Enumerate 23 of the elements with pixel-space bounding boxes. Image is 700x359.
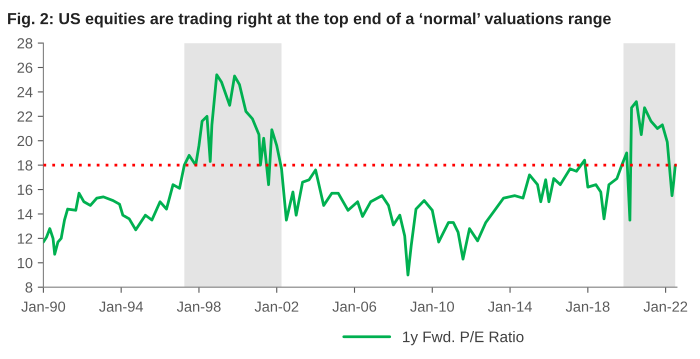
y-tick-label: 16: [18, 184, 32, 195]
y-tick-label: 24: [18, 87, 33, 98]
y-tick-label: 18: [18, 160, 32, 171]
x-tick-label: Jan-94: [99, 301, 144, 312]
x-tick-label: Jan-90: [21, 301, 66, 312]
x-tick-label: Jan-14: [488, 302, 532, 312]
y-tick-label: 26: [18, 62, 32, 73]
chart-title: Fig. 2: US equities are trading right at the top end of a ‘normal’ valuations range: [8, 12, 611, 28]
x-tick-label: Jan-06: [332, 301, 376, 312]
y-tick-label: 20: [18, 136, 32, 146]
y-tick-label: 12: [18, 233, 32, 244]
x-tick-label: Jan-22: [644, 301, 688, 312]
y-tick-label: 8: [26, 282, 32, 293]
x-tick-label: Jan-10: [410, 301, 454, 312]
x-tick-label: Jan-02: [254, 301, 298, 312]
y-tick-label: 10: [18, 258, 32, 268]
y-tick-label: 22: [18, 111, 32, 122]
line-series: [43, 73, 677, 276]
legend-label: 1y Fwd. P/E Ratio: [403, 331, 524, 346]
y-tick-label: 28: [18, 38, 32, 49]
x-tick-label: Jan-18: [566, 301, 610, 312]
y-tick-label: 14: [18, 209, 33, 220]
x-tick-label: Jan-98: [176, 301, 221, 312]
